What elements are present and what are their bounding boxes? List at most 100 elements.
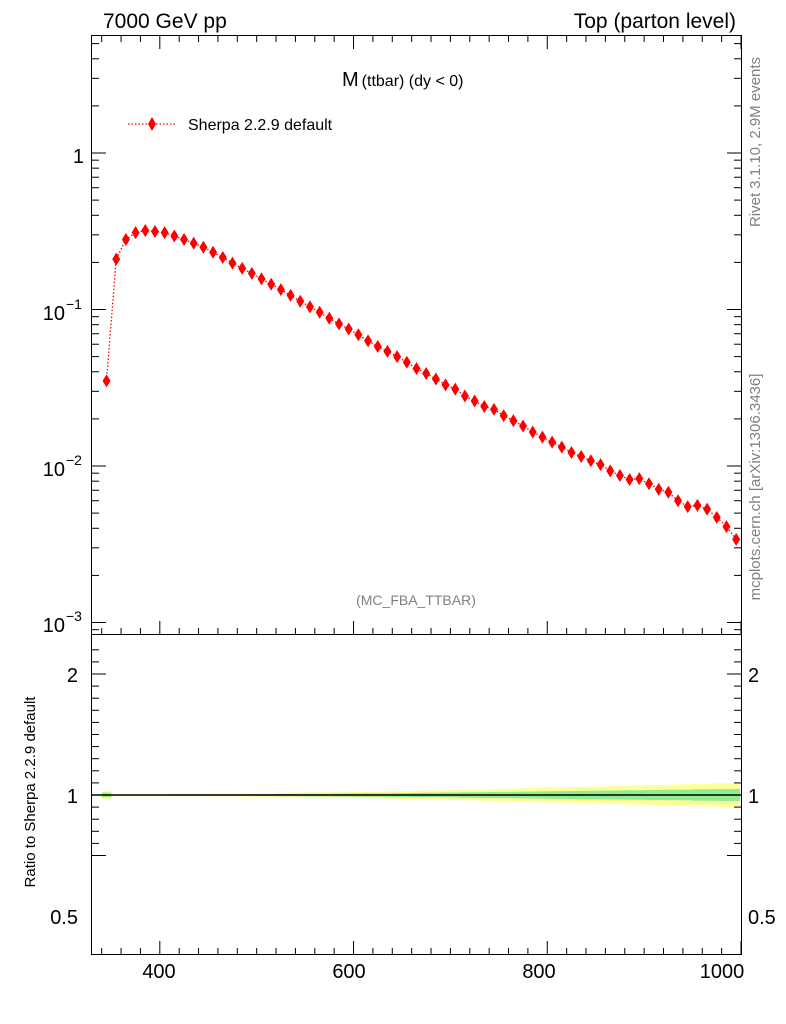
ytick-main-2: 10 xyxy=(43,303,65,325)
data-point xyxy=(635,472,644,486)
data-point xyxy=(180,233,189,247)
y-axis-ratio-labels: 2 1 0.5 2 1 0.5 xyxy=(50,665,776,929)
data-point xyxy=(412,361,421,375)
ytick-main-4-exp: −3 xyxy=(66,608,82,624)
legend-marker xyxy=(148,117,156,131)
plot-title: M (ttbar) (dy < 0) xyxy=(342,69,463,91)
data-point xyxy=(431,372,440,386)
legend-entry: Sherpa 2.2.9 default xyxy=(188,117,333,134)
data-point xyxy=(315,305,324,319)
data-point xyxy=(112,252,121,266)
ytick-main-4: 10 xyxy=(43,615,65,637)
data-point xyxy=(141,223,150,237)
data-point xyxy=(402,355,411,369)
data-point xyxy=(189,236,198,250)
data-point xyxy=(674,494,683,508)
data-point xyxy=(557,440,566,454)
header-left: 7000 GeV pp xyxy=(103,10,227,33)
data-point xyxy=(131,226,140,240)
data-point xyxy=(528,425,537,439)
series-sherpa xyxy=(102,223,741,546)
data-point xyxy=(335,317,344,331)
data-point xyxy=(238,261,247,275)
ratio-ylabel: Ratio to Sherpa 2.2.9 default xyxy=(22,696,39,888)
ratio-plot-frame xyxy=(91,634,742,955)
data-point xyxy=(489,402,498,416)
analysis-watermark: (MC_FBA_TTBAR) xyxy=(356,592,476,608)
data-point xyxy=(577,450,586,464)
data-point xyxy=(150,225,159,239)
data-point xyxy=(228,256,237,270)
data-point xyxy=(596,458,605,472)
header-right: Top (parton level) xyxy=(574,10,736,33)
data-point xyxy=(499,409,508,423)
data-point xyxy=(480,399,489,413)
axis-ticks xyxy=(92,35,742,955)
ytick-ratio-2-right: 2 xyxy=(748,665,759,687)
data-point xyxy=(257,272,266,286)
xtick-600: 600 xyxy=(332,961,365,983)
data-point xyxy=(712,510,721,524)
data-point xyxy=(296,294,305,308)
data-point xyxy=(267,277,276,291)
rivet-label: Rivet 3.1.10, 2.9M events xyxy=(747,57,764,227)
data-point xyxy=(644,477,653,491)
series-line xyxy=(105,229,737,540)
ytick-ratio-1-left: 1 xyxy=(67,786,78,808)
data-point xyxy=(664,485,673,499)
data-point xyxy=(209,245,218,259)
data-point xyxy=(383,344,392,358)
data-point xyxy=(538,430,547,444)
data-point xyxy=(451,382,460,396)
data-point xyxy=(102,374,111,388)
data-point xyxy=(683,500,692,514)
data-point xyxy=(722,520,731,534)
data-point xyxy=(509,414,518,428)
xtick-400: 400 xyxy=(142,961,175,983)
xtick-1000: 1000 xyxy=(700,961,745,983)
data-point xyxy=(373,340,382,354)
data-point xyxy=(305,300,314,314)
ytick-ratio-1-right: 1 xyxy=(748,786,759,808)
data-point xyxy=(247,266,256,280)
data-point xyxy=(422,366,431,380)
ytick-main-3: 10 xyxy=(43,459,65,481)
data-point xyxy=(586,454,595,468)
data-point xyxy=(276,283,285,297)
data-point xyxy=(286,288,295,302)
data-point xyxy=(441,378,450,392)
data-point xyxy=(470,394,479,408)
data-point xyxy=(344,322,353,336)
ytick-ratio-2-left: 2 xyxy=(67,665,78,687)
data-point xyxy=(654,482,663,496)
ytick-main-2-exp: −1 xyxy=(66,296,82,312)
data-point xyxy=(606,464,615,478)
data-point xyxy=(325,311,334,325)
plot-title-sub: (ttbar) (dy < 0) xyxy=(362,73,464,90)
data-point xyxy=(567,445,576,459)
ytick-main-3-exp: −2 xyxy=(66,452,82,468)
x-axis-labels: 400 600 800 1000 xyxy=(142,961,744,983)
data-point xyxy=(693,498,702,512)
xtick-800: 800 xyxy=(522,961,555,983)
y-axis-main-labels: 1 10 −1 10 −2 10 −3 xyxy=(43,146,84,637)
data-point xyxy=(364,334,373,348)
data-point xyxy=(615,468,624,482)
ytick-ratio-05-right: 0.5 xyxy=(748,907,776,929)
data-point xyxy=(460,389,469,403)
ytick-main-1: 1 xyxy=(73,146,84,168)
plot-title-main: M xyxy=(342,69,359,91)
data-point xyxy=(393,350,402,364)
data-point xyxy=(519,419,528,433)
data-point xyxy=(218,250,227,264)
data-point xyxy=(170,229,179,243)
data-point xyxy=(160,226,169,240)
ytick-ratio-05-left: 0.5 xyxy=(50,907,78,929)
data-point xyxy=(354,328,363,342)
data-point xyxy=(625,472,634,486)
data-point xyxy=(121,233,130,247)
data-point xyxy=(732,532,741,546)
mcplots-label: mcplots.cern.ch [arXiv:1306.3436] xyxy=(747,374,764,601)
legend: Sherpa 2.2.9 default xyxy=(128,117,333,134)
